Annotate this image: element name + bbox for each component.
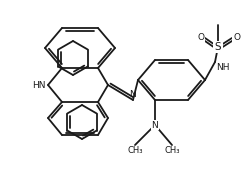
Text: HN: HN [32, 81, 46, 89]
Text: O: O [233, 33, 240, 42]
Text: CH₃: CH₃ [127, 146, 143, 155]
Text: S: S [215, 42, 221, 52]
Text: CH₃: CH₃ [164, 146, 180, 155]
Text: N: N [152, 121, 158, 130]
Text: O: O [197, 33, 204, 42]
Text: NH: NH [216, 63, 230, 72]
Text: N: N [130, 90, 136, 99]
